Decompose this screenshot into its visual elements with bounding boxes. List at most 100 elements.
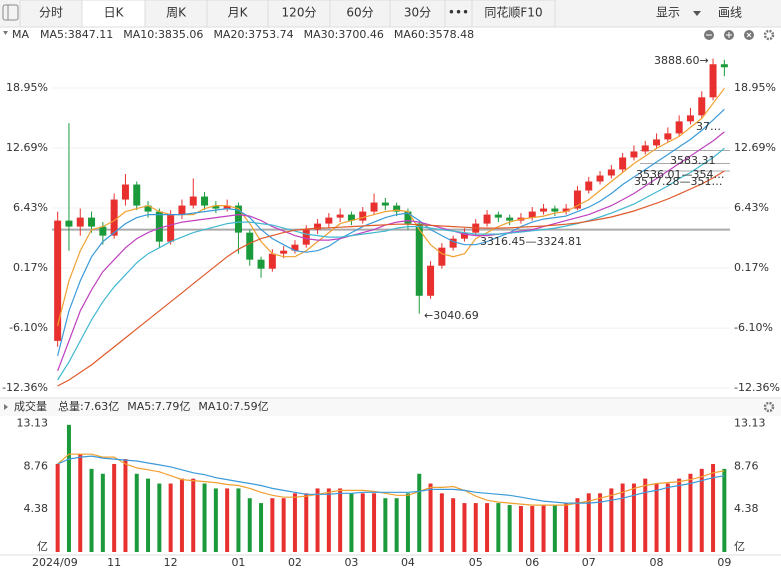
settings-button[interactable] xyxy=(763,29,775,41)
candle-body xyxy=(686,115,694,122)
candle-body xyxy=(359,211,367,221)
legend-entry: MA5:7.79亿 xyxy=(127,400,190,413)
volume-bar xyxy=(157,483,162,552)
price-annotation: 3888.60→ xyxy=(654,54,709,67)
candle-body xyxy=(201,196,209,206)
volume-bar xyxy=(552,505,557,552)
volume-bar xyxy=(654,483,659,552)
tab-label[interactable]: 60分 xyxy=(346,6,373,20)
x-tick-label: 2024/09 xyxy=(32,556,78,569)
volume-bar xyxy=(507,505,512,552)
legend-entry: MA5:3847.11 xyxy=(40,28,113,41)
candle-body xyxy=(630,151,638,158)
legend-entry: MA20:3753.74 xyxy=(213,28,293,41)
x-tick-label: 03 xyxy=(344,556,358,569)
y-tick-label: 亿 xyxy=(37,540,48,553)
candle-body xyxy=(302,229,310,245)
tab-label[interactable]: 日K xyxy=(104,6,125,20)
volume-bar xyxy=(541,505,546,552)
settings-button[interactable] xyxy=(763,401,775,413)
candle-body xyxy=(291,244,299,251)
y-tick-label: 8.76 xyxy=(24,459,49,472)
expand-arrow[interactable] xyxy=(4,404,8,410)
candle-body xyxy=(88,217,96,227)
tab[interactable] xyxy=(471,0,556,28)
volume-bar xyxy=(236,488,241,552)
volume-bar xyxy=(349,493,354,552)
tab[interactable] xyxy=(267,0,331,28)
x-tick-label: 07 xyxy=(582,556,596,569)
ma-line xyxy=(57,455,725,504)
candle-body xyxy=(698,97,706,116)
x-tick-label: 05 xyxy=(469,556,483,569)
expand-arrow[interactable] xyxy=(3,31,8,35)
candle-body xyxy=(234,205,242,233)
candle-body xyxy=(65,220,73,227)
tab[interactable] xyxy=(144,0,208,28)
tab[interactable] xyxy=(389,0,446,28)
legend-entry: MA30:3700.46 xyxy=(304,28,384,41)
candle-body xyxy=(246,232,254,260)
price-annotation: 37… xyxy=(696,120,721,133)
price-annotation: 3517.28—351… xyxy=(634,175,722,188)
volume-bar xyxy=(247,498,252,552)
candle-body xyxy=(596,175,604,182)
candle-body xyxy=(393,205,401,212)
candle-body xyxy=(280,250,288,254)
candle-body xyxy=(709,64,717,98)
volume-bar xyxy=(179,478,184,552)
legend-entry: MA60:3578.48 xyxy=(394,28,474,41)
volume-header-bg xyxy=(0,399,781,416)
candle-body xyxy=(653,139,661,146)
price-annotation: 3583.31 xyxy=(670,154,716,167)
tab-label[interactable]: 周K xyxy=(166,6,187,20)
tab-label[interactable]: 120分 xyxy=(282,6,317,20)
tab-label[interactable]: 同花顺F10 xyxy=(484,5,542,20)
volume-bar xyxy=(688,473,693,552)
y-tick-label-right: -6.10% xyxy=(734,321,773,334)
volume-bar xyxy=(338,488,343,552)
ma-line xyxy=(57,87,725,326)
volume-bar xyxy=(530,506,535,552)
y-tick-label: 0.17% xyxy=(13,261,48,274)
volume-bar xyxy=(451,498,456,552)
candle-body xyxy=(506,217,514,221)
tab[interactable] xyxy=(206,0,269,28)
candle-body xyxy=(540,208,548,212)
x-tick-label: 04 xyxy=(401,556,415,569)
display-menu[interactable]: 显示 xyxy=(656,6,680,20)
volume-bar xyxy=(620,483,625,552)
sidebar-toggle[interactable] xyxy=(2,4,19,21)
y-tick-label-right: 亿 xyxy=(734,540,745,553)
candle-body xyxy=(76,217,84,227)
candle-body xyxy=(664,133,672,140)
volume-bar xyxy=(665,483,670,552)
candle-body xyxy=(415,223,423,296)
tab[interactable] xyxy=(329,0,391,28)
volume-bar xyxy=(89,468,94,552)
volume-bar xyxy=(78,454,83,552)
candle-body xyxy=(381,202,389,206)
tab-label[interactable]: ••• xyxy=(448,6,469,20)
volume-bar xyxy=(722,468,727,552)
candle-body xyxy=(54,220,62,341)
tab[interactable] xyxy=(81,0,146,28)
candle-body xyxy=(460,232,468,239)
volume-bar xyxy=(292,493,297,552)
price-annotation: 3316.45—3324.81 xyxy=(480,235,582,248)
volume-bar xyxy=(643,478,648,552)
y-tick-label: 18.95% xyxy=(6,81,48,94)
tab-label[interactable]: 分时 xyxy=(39,6,63,20)
volume-bar xyxy=(711,463,716,552)
candle-body xyxy=(257,259,265,269)
panel-title: MA xyxy=(12,28,29,41)
ma-line xyxy=(57,108,725,357)
volume-bar xyxy=(315,488,320,552)
ma-line xyxy=(57,147,725,381)
panel-title: 成交量 xyxy=(14,399,47,413)
candle-body xyxy=(562,208,570,212)
x-tick-label: 12 xyxy=(164,556,178,569)
tab-label[interactable]: 30分 xyxy=(404,6,431,20)
draw-tool[interactable]: 画线 xyxy=(718,6,742,20)
tab-label[interactable]: 月K xyxy=(228,6,249,20)
